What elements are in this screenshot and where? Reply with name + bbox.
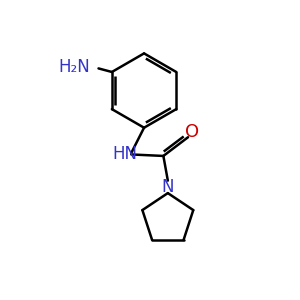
Text: O: O <box>184 123 199 141</box>
Text: H₂N: H₂N <box>59 58 91 76</box>
Text: N: N <box>162 178 174 196</box>
Text: HN: HN <box>112 146 137 164</box>
